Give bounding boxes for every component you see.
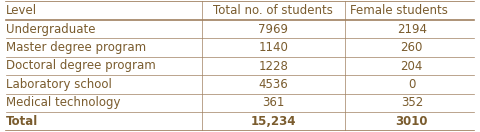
Text: 1140: 1140 bbox=[258, 41, 288, 54]
Text: Total: Total bbox=[6, 115, 38, 128]
Text: 3010: 3010 bbox=[396, 115, 428, 128]
Text: 352: 352 bbox=[401, 96, 423, 109]
Text: 260: 260 bbox=[401, 41, 423, 54]
Text: 0: 0 bbox=[408, 78, 416, 91]
Text: 2194: 2194 bbox=[397, 23, 427, 36]
Text: 4536: 4536 bbox=[259, 78, 288, 91]
Text: Medical technology: Medical technology bbox=[6, 96, 120, 109]
Text: 204: 204 bbox=[401, 60, 423, 72]
Text: Master degree program: Master degree program bbox=[6, 41, 146, 54]
Text: Level: Level bbox=[6, 4, 37, 17]
Text: Female students: Female students bbox=[350, 4, 448, 17]
Text: 15,234: 15,234 bbox=[251, 115, 296, 128]
Text: Total no. of students: Total no. of students bbox=[214, 4, 333, 17]
Text: Laboratory school: Laboratory school bbox=[6, 78, 112, 91]
Text: Doctoral degree program: Doctoral degree program bbox=[6, 60, 156, 72]
Text: 361: 361 bbox=[262, 96, 285, 109]
Text: 1228: 1228 bbox=[258, 60, 288, 72]
Text: 7969: 7969 bbox=[258, 23, 288, 36]
Text: Undergraduate: Undergraduate bbox=[6, 23, 96, 36]
